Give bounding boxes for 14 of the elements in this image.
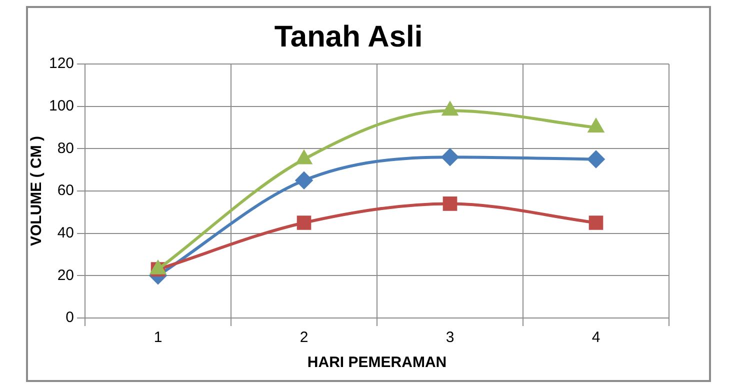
x-tick-label: 1 bbox=[154, 329, 162, 346]
x-tick-label: 3 bbox=[446, 329, 454, 346]
y-tick-label: 40 bbox=[57, 224, 74, 242]
x-tick-label: 2 bbox=[300, 329, 308, 346]
y-axis-title: VOLUME ( CM ) bbox=[28, 136, 46, 246]
y-tick-label: 80 bbox=[57, 140, 74, 157]
y-tick-label: 120 bbox=[48, 55, 74, 72]
y-tick-label: 0 bbox=[66, 309, 74, 326]
y-tick-label: 100 bbox=[48, 97, 74, 114]
chart-title: Tanah Asli bbox=[274, 20, 423, 54]
y-tick-label: 60 bbox=[57, 182, 74, 200]
x-tick-label: 4 bbox=[592, 329, 600, 346]
y-tick-label: 20 bbox=[57, 266, 74, 284]
x-axis-title: HARI PEMERAMAN bbox=[307, 354, 447, 372]
